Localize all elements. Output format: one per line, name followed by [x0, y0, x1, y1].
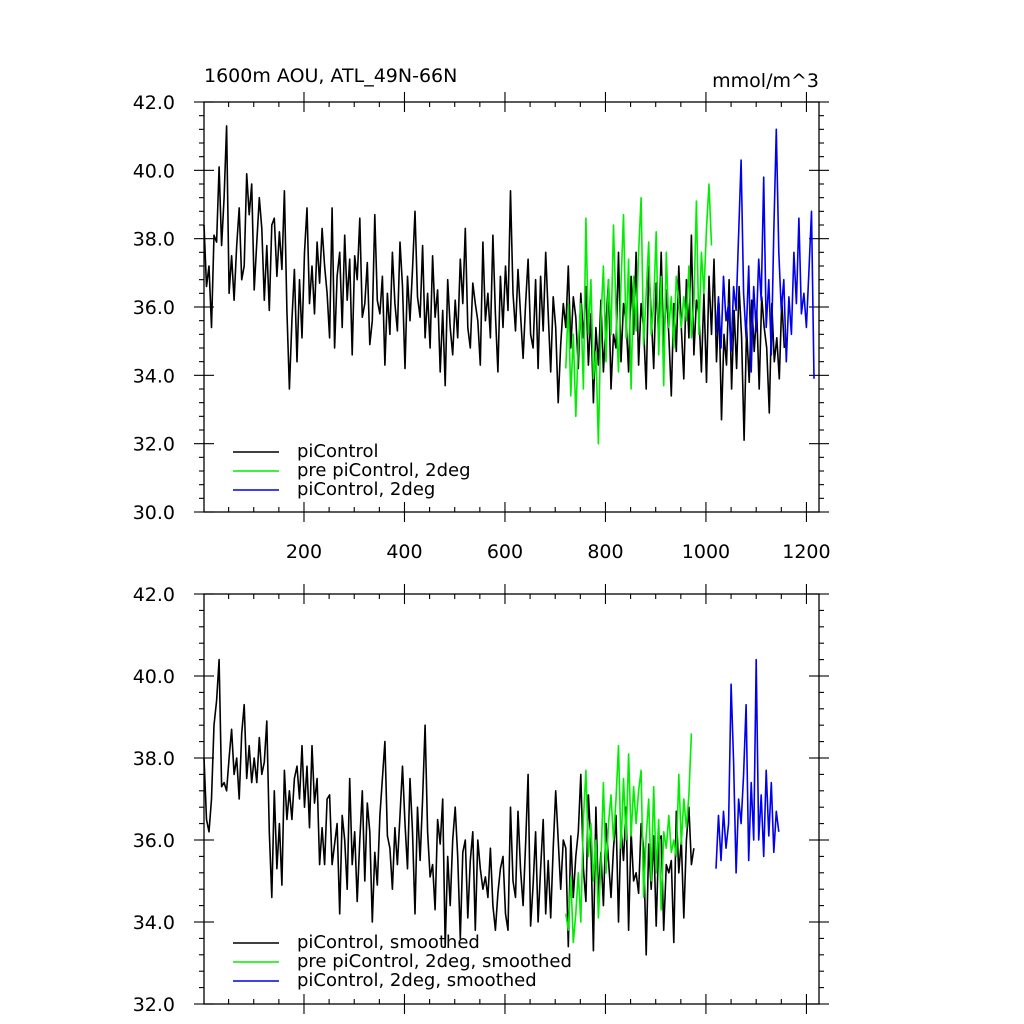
top-x-tick-labels: 200 400 600 800 1000 1200: [286, 541, 831, 563]
top-y-tick-labels: 30.0 32.0 34.0 36.0 38.0 40.0 42.0: [133, 92, 175, 524]
bottom-plot-frame: [203, 593, 820, 1005]
top-chart-units: mmol/m^3: [712, 70, 819, 92]
series-line-picontrol-2deg: [715, 128, 815, 379]
bottom-panel: 32.0 34.0 36.0 38.0 40.0 42.0 piControl, smoo…: [133, 584, 829, 1016]
bottom-y-tick-labels: 32.0 34.0 36.0 38.0 40.0 42.0: [133, 584, 175, 1016]
x-tick-label: 600: [487, 541, 523, 563]
y-tick-label: 38.0: [133, 748, 175, 770]
y-tick-label: 42.0: [133, 92, 175, 114]
x-tick-label: 200: [286, 541, 322, 563]
y-tick-label: 32.0: [133, 434, 175, 456]
legend-label: piControl, 2deg, smoothed: [297, 970, 537, 991]
legend-item: pre piControl, 2deg, smoothed: [233, 951, 572, 972]
legend-item: piControl, smoothed: [233, 932, 480, 953]
y-tick-label: 34.0: [133, 365, 175, 387]
series-line-picontrol-smoothed: [203, 658, 695, 956]
bottom-legend: piControl, smoothed pre piControl, 2deg,…: [233, 932, 572, 991]
y-tick-label: 42.0: [133, 584, 175, 606]
top-series: [203, 125, 815, 445]
legend-item: piControl: [233, 441, 379, 462]
x-tick-label: 800: [587, 541, 623, 563]
legend-label: piControl: [297, 441, 379, 462]
top-panel: 1600m AOU, ATL_49N-66N mmol/m^3 30.0 32.0…: [133, 65, 831, 563]
y-tick-label: 32.0: [133, 994, 175, 1016]
y-tick-label: 36.0: [133, 830, 175, 852]
top-chart-title: 1600m AOU, ATL_49N-66N: [204, 65, 457, 87]
y-tick-label: 40.0: [133, 160, 175, 182]
bottom-series: [203, 658, 780, 956]
legend-label: pre piControl, 2deg: [297, 460, 471, 481]
legend-item: piControl, 2deg: [233, 479, 435, 500]
series-line-pre-picontrol-2deg: [565, 183, 713, 445]
legend-label: pre piControl, 2deg, smoothed: [297, 951, 572, 972]
legend-label: piControl, 2deg: [297, 479, 435, 500]
legend-item: piControl, 2deg, smoothed: [233, 970, 537, 991]
y-tick-label: 36.0: [133, 297, 175, 319]
x-tick-label: 1200: [782, 541, 830, 563]
y-tick-label: 40.0: [133, 666, 175, 688]
y-tick-label: 34.0: [133, 912, 175, 934]
legend-label: piControl, smoothed: [297, 932, 480, 953]
x-tick-label: 400: [386, 541, 422, 563]
top-ticks: [194, 92, 829, 522]
legend-item: pre piControl, 2deg: [233, 460, 471, 481]
top-legend: piControl pre piControl, 2deg piControl,…: [233, 441, 471, 500]
top-plot-frame: [203, 101, 820, 513]
series-line-pre-picontrol-2deg-smoothed: [565, 733, 693, 944]
series-line-picontrol-2deg-smoothed: [715, 658, 780, 874]
y-tick-label: 30.0: [133, 502, 175, 524]
x-tick-label: 1000: [682, 541, 730, 563]
y-tick-label: 38.0: [133, 229, 175, 251]
